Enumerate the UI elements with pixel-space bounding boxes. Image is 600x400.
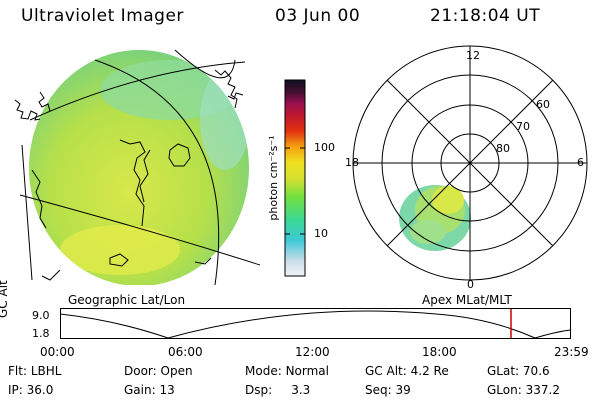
instrument-title: Ultraviolet Imager — [21, 6, 184, 26]
gcalt-min-label: 1.8 — [32, 327, 50, 340]
lat-lon-grid — [19, 49, 260, 285]
auroral-oval-image — [399, 185, 471, 251]
mlt-6: 6 — [577, 156, 584, 169]
colorbar-unit-label: photon cm⁻²s⁻¹ — [267, 135, 280, 220]
time-tick-1200: 12:00 — [295, 345, 330, 359]
altitude-curve — [60, 310, 571, 339]
time-tick-2359: 23:59 — [554, 345, 589, 359]
footer-dsp: Dsp: 3.3 — [245, 383, 311, 397]
footer-door: Door: Open — [124, 364, 193, 378]
footer-ip: IP: 36.0 — [8, 383, 54, 397]
footer-mode: Mode: Normal — [245, 364, 329, 378]
mlt-12: 12 — [466, 49, 480, 62]
gcalt-max-label: 9.0 — [32, 309, 50, 322]
colorbar-tick-100: 100 — [314, 141, 335, 154]
mlat-60: 60 — [536, 98, 550, 111]
time-tick-0600: 06:00 — [168, 345, 203, 359]
colorbar-tick-10: 10 — [314, 227, 328, 240]
mlt-18: 18 — [345, 156, 359, 169]
footer-seq: Seq: 39 — [365, 383, 411, 397]
footer-glon: GLon: 337.2 — [487, 383, 560, 397]
time-label: 21:18:04 UT — [430, 6, 541, 26]
time-tick-1800: 18:00 — [422, 345, 457, 359]
footer-gain: Gain: 13 — [124, 383, 175, 397]
polar-panel-caption: Apex MLat/MLT — [422, 293, 512, 307]
mlat-80: 80 — [496, 142, 510, 155]
footer-gcalt: GC Alt: 4.2 Re — [365, 364, 449, 378]
intensity-colorbar: photon cm⁻²s⁻¹ — [267, 79, 306, 277]
date-label: 03 Jun 00 — [275, 6, 361, 26]
polar-mlt-plot: 12 6 0 18 60 70 80 — [345, 45, 588, 290]
timeline-axis-title: GC Alt — [0, 280, 10, 318]
geographic-image-panel — [14, 49, 260, 285]
footer-glat: GLat: 70.6 — [487, 364, 550, 378]
mlt-0: 0 — [467, 278, 474, 290]
gc-altitude-timeline — [60, 308, 571, 339]
polar-grid — [352, 45, 588, 281]
geo-panel-caption: Geographic Lat/Lon — [68, 293, 186, 307]
footer-flt: Flt: LBHL — [8, 364, 62, 378]
coastlines — [14, 69, 244, 281]
mlat-70: 70 — [516, 120, 530, 133]
time-tick-0000: 00:00 — [40, 345, 75, 359]
